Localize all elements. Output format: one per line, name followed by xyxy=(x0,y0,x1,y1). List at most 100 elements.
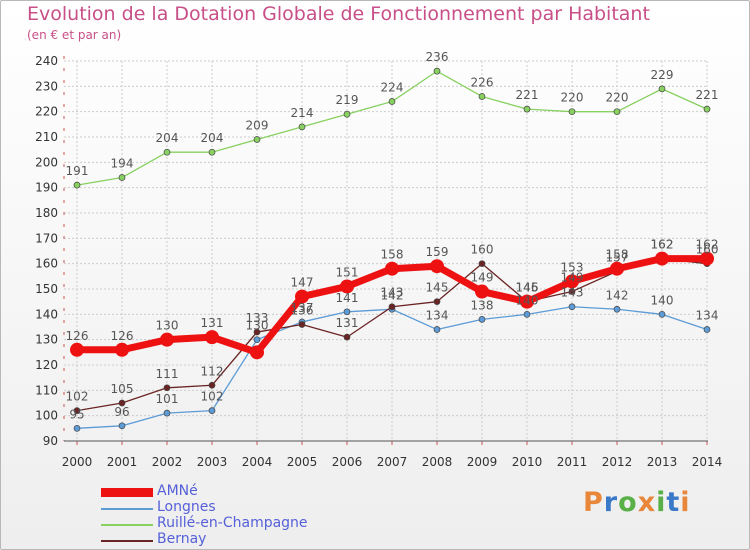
data-label-bernay: 149 xyxy=(561,271,584,285)
point-longnes xyxy=(253,336,261,344)
data-label-bernay: 102 xyxy=(66,390,89,404)
data-label-longnes: 95 xyxy=(69,407,84,421)
y-tick-label: 100 xyxy=(35,409,58,423)
y-tick-label: 140 xyxy=(35,307,58,321)
data-label-ruille-en-champagne: 220 xyxy=(561,91,584,105)
data-label-longnes: 142 xyxy=(381,288,404,302)
x-tick-label: 2002 xyxy=(152,455,183,469)
logo-letter: P xyxy=(583,487,604,518)
point-ruille-en-champagne xyxy=(208,148,216,156)
data-label-bernay: 131 xyxy=(336,316,359,330)
y-tick-label: 130 xyxy=(35,333,58,347)
point-amne xyxy=(430,259,444,274)
data-label-bernay: 133 xyxy=(246,311,269,325)
data-label-bernay: 145 xyxy=(516,281,539,295)
point-longnes xyxy=(703,326,711,333)
data-label-ruille-en-champagne: 220 xyxy=(606,91,629,105)
data-label-amne: 149 xyxy=(471,271,494,285)
point-amne xyxy=(340,279,354,294)
point-bernay xyxy=(433,298,441,306)
data-label-ruille-en-champagne: 204 xyxy=(156,131,179,145)
point-longnes xyxy=(163,409,171,417)
point-bernay xyxy=(118,399,126,407)
point-ruille-en-champagne xyxy=(523,105,531,113)
point-amne xyxy=(475,284,489,299)
point-amne xyxy=(295,289,309,304)
data-label-bernay: 105 xyxy=(111,382,134,396)
x-tick-label: 2008 xyxy=(422,455,453,469)
data-label-amne: 130 xyxy=(156,319,179,333)
proxiti-logo: Proxiti xyxy=(583,487,691,518)
point-ruille-en-champagne xyxy=(658,85,666,93)
y-tick-label: 200 xyxy=(35,155,58,169)
point-ruille-en-champagne xyxy=(433,67,441,75)
series-layer xyxy=(70,67,714,432)
point-ruille-en-champagne xyxy=(568,108,576,116)
point-amne xyxy=(520,294,534,309)
data-label-longnes: 96 xyxy=(114,405,129,419)
data-label-bernay: 162 xyxy=(651,238,674,252)
data-label-ruille-en-champagne: 221 xyxy=(696,88,719,102)
data-label-amne: 153 xyxy=(561,260,584,274)
x-tick-label: 2006 xyxy=(332,455,363,469)
legend-label-longnes: Longnes xyxy=(157,499,216,515)
legend-label-bernay: Bernay xyxy=(157,531,207,547)
x-tick-label: 2004 xyxy=(242,455,273,469)
data-label-bernay: 143 xyxy=(381,286,404,300)
point-longnes xyxy=(658,310,666,318)
x-tick-label: 2007 xyxy=(377,455,408,469)
data-label-amne: 126 xyxy=(111,329,134,343)
point-bernay xyxy=(163,384,171,392)
point-longnes xyxy=(73,424,81,432)
y-tick-label: 240 xyxy=(35,54,58,68)
logo-letter: r xyxy=(603,487,619,518)
data-label-amne: 158 xyxy=(381,248,404,262)
x-tick-label: 2011 xyxy=(557,455,588,469)
point-amne xyxy=(250,345,264,360)
y-tick-label: 220 xyxy=(35,105,58,119)
x-tick-label: 2013 xyxy=(647,455,678,469)
grid xyxy=(64,60,708,441)
data-label-bernay: 157 xyxy=(606,250,629,264)
point-ruille-en-champagne xyxy=(163,148,171,156)
data-label-ruille-en-champagne: 204 xyxy=(201,131,224,145)
x-tick-label: 2014 xyxy=(692,455,723,469)
data-label-longnes: 141 xyxy=(336,291,359,305)
data-label-amne: 151 xyxy=(336,265,359,279)
point-bernay xyxy=(253,328,261,336)
data-label-ruille-en-champagne: 219 xyxy=(336,93,359,107)
logo-letter: t xyxy=(666,487,681,518)
legend-label-amne: AMNé xyxy=(157,483,198,499)
y-tick-label: 90 xyxy=(43,434,58,448)
data-label-longnes: 101 xyxy=(156,392,179,406)
data-label-longnes: 140 xyxy=(651,293,674,307)
data-label-longnes: 134 xyxy=(426,309,449,323)
legend-swatch-bernay xyxy=(101,540,153,542)
point-ruille-en-champagne xyxy=(253,136,261,143)
logo-letter: x xyxy=(637,487,657,518)
data-label-longnes: 137 xyxy=(291,301,314,315)
data-label-amne: 146 xyxy=(516,281,539,295)
point-ruille-en-champagne xyxy=(478,93,486,100)
data-label-amne: 162 xyxy=(696,238,719,252)
point-longnes xyxy=(118,422,126,430)
data-label-amne: 131 xyxy=(201,316,224,330)
y-tick-label: 180 xyxy=(35,206,58,220)
point-ruille-en-champagne xyxy=(613,108,621,116)
data-label-longnes: 140 xyxy=(516,293,539,307)
point-longnes xyxy=(478,316,486,323)
data-label-bernay: 112 xyxy=(201,364,224,378)
point-bernay xyxy=(568,288,576,295)
data-label-amne: 162 xyxy=(651,238,674,252)
point-ruille-en-champagne xyxy=(703,105,711,113)
axes: 9010011012013014015016017018019020021022… xyxy=(35,54,722,469)
point-bernay xyxy=(478,260,486,268)
data-label-bernay: 136 xyxy=(291,303,314,317)
legend-swatch-ruille xyxy=(101,524,153,526)
data-label-bernay: 160 xyxy=(471,243,494,257)
point-amne xyxy=(205,330,219,345)
point-ruille-en-champagne xyxy=(388,98,396,105)
